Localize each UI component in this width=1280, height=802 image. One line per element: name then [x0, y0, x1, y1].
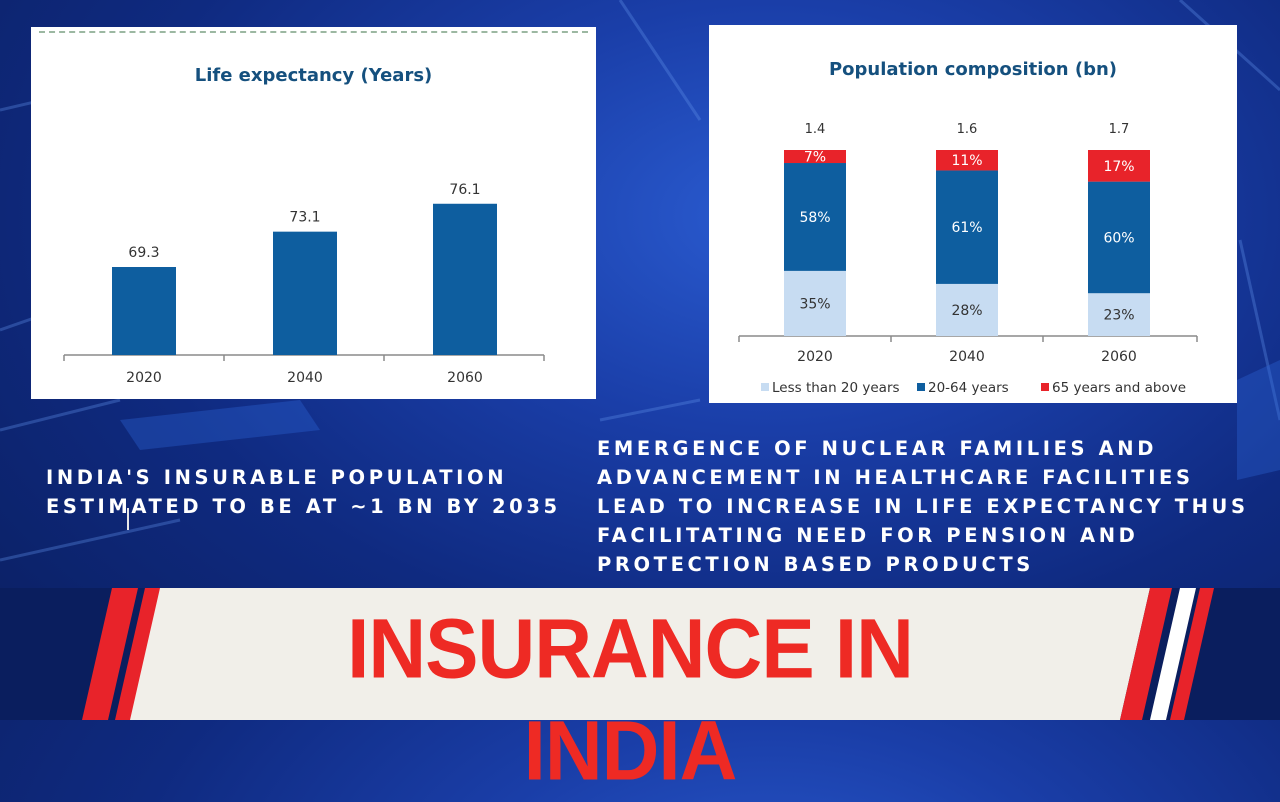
bar-segment-2060-1 [1088, 181, 1150, 294]
chart-title: Life expectancy (Years) [194, 65, 433, 86]
legend-label: 20-64 years [928, 380, 1009, 396]
segment-label: 58% [799, 210, 830, 226]
population-composition-plot: 35% 58% 7% 1.4 2020 28% 61% 11% 1.6 2040 23% 60% 17%… [738, 122, 1198, 396]
total-label: 1.4 [805, 122, 826, 137]
total-label: 1.6 [957, 122, 978, 137]
total-label: 1.7 [1109, 122, 1130, 137]
segment-label: 28% [951, 303, 982, 319]
segment-label: 60% [1103, 230, 1134, 246]
x-tick-label: 2060 [1101, 349, 1137, 365]
legend-label: 65 years and above [1052, 380, 1186, 396]
legend-swatch [917, 383, 925, 391]
life-expectancy-chart: Life expectancy (Years) 69.3 2020 73.1 2040… [31, 27, 596, 399]
legend-swatch [1041, 383, 1049, 391]
segment-label: 23% [1103, 308, 1134, 324]
x-tick-label: 2040 [287, 370, 323, 386]
text-cursor [127, 508, 129, 530]
x-tick-label: 2020 [126, 370, 162, 386]
bar-segment-2020-1 [784, 163, 846, 271]
data-label: 76.1 [449, 182, 480, 198]
bar-segment-2020-0 [784, 270, 846, 336]
segment-label: 11% [951, 153, 982, 169]
bar-segment-2060-0 [1088, 293, 1150, 336]
segment-label: 35% [799, 296, 830, 312]
bar-segment-2040-0 [936, 283, 998, 336]
banner-background [0, 588, 1280, 720]
chart-title: Population composition (bn) [828, 59, 1118, 80]
bar-2040 [273, 231, 337, 355]
segment-label: 61% [951, 220, 982, 236]
x-tick-label: 2040 [949, 349, 985, 365]
life-expectancy-plot: 69.3 2020 73.1 2040 76.1 2060 [63, 182, 545, 386]
caption-insurable-population: INDIA'S INSURABLE POPULATION ESTIMATED T… [46, 466, 561, 518]
x-tick-label: 2020 [797, 349, 833, 365]
caption-life-expectancy: EMERGENCE OF NUCLEAR FAMILIES AND ADVANC… [597, 437, 1249, 576]
population-composition-chart: Population composition (bn) 35% 58% 7% 1.4 2… [709, 25, 1237, 403]
legend-swatch [761, 383, 769, 391]
bar-segment-2040-2 [936, 150, 998, 171]
legend-label: Less than 20 years [772, 380, 900, 396]
x-tick-label: 2060 [447, 370, 483, 386]
data-label: 73.1 [289, 210, 320, 226]
data-label: 69.3 [128, 245, 159, 261]
banner-title: INSURANCE IN INDIA [347, 601, 914, 798]
segment-label: 17% [1103, 159, 1134, 175]
bar-2060 [433, 203, 497, 355]
bar-segment-2020-2 [784, 150, 846, 164]
panel-top-border [39, 31, 588, 33]
bar-2020 [112, 267, 176, 355]
bar-segment-2040-1 [936, 170, 998, 284]
segment-label: 7% [804, 150, 826, 166]
bar-segment-2060-2 [1088, 150, 1150, 182]
